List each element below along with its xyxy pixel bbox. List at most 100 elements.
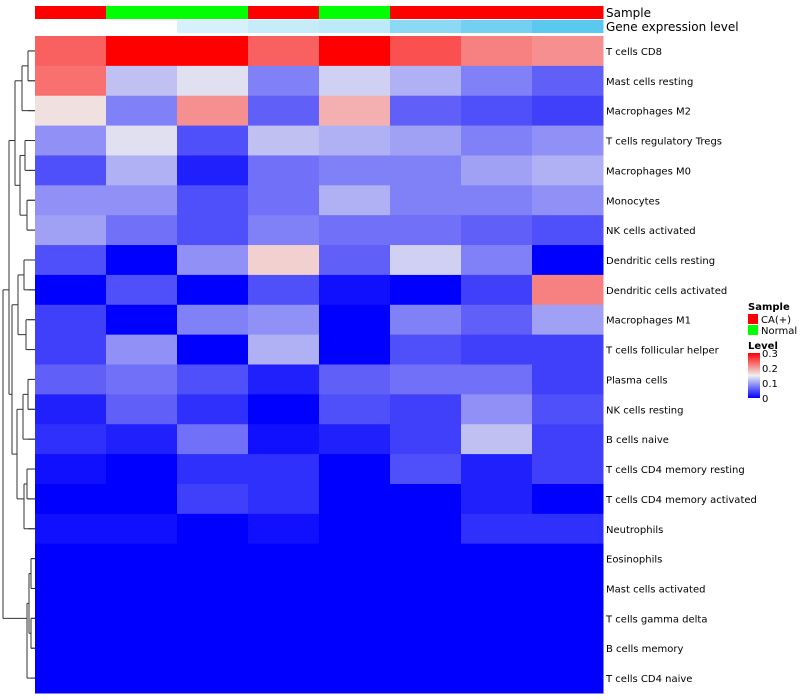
expression-annotation-cell	[319, 20, 391, 33]
heatmap-cell	[390, 633, 462, 663]
heatmap-cell	[319, 603, 391, 633]
heatmap-cell	[461, 275, 533, 305]
row-label: Monocytes	[606, 196, 660, 207]
heatmap-cell	[106, 454, 178, 484]
heatmap-cell	[461, 215, 533, 245]
heatmap-cell	[319, 514, 391, 544]
heatmap-cell	[390, 394, 462, 424]
heatmap-cell	[532, 335, 604, 365]
heatmap-cell	[461, 66, 533, 96]
heatmap-cell	[319, 66, 391, 96]
heatmap-cell	[35, 335, 107, 365]
heatmap-cell	[106, 126, 178, 156]
heatmap-cell	[106, 66, 178, 96]
heatmap-cell	[319, 275, 391, 305]
heatmap-cell	[177, 514, 249, 544]
heatmap-cell	[461, 514, 533, 544]
heatmap-cell	[248, 275, 320, 305]
heatmap-cell	[319, 185, 391, 215]
heatmap-cell	[106, 215, 178, 245]
heatmap-cell	[532, 245, 604, 275]
heatmap-cell	[319, 663, 391, 693]
heatmap-cell	[532, 603, 604, 633]
heatmap-cell	[248, 335, 320, 365]
heatmap-cell	[106, 663, 178, 693]
heatmap-cell	[461, 574, 533, 604]
row-dendrogram	[3, 51, 35, 678]
heatmap-cell	[177, 215, 249, 245]
heatmap-cell	[319, 633, 391, 663]
heatmap-cell	[461, 36, 533, 66]
heatmap-cell	[532, 484, 604, 514]
heatmap-cell	[106, 633, 178, 663]
legend-level-gradient	[748, 353, 760, 398]
heatmap-cell	[35, 394, 107, 424]
heatmap-cell	[532, 96, 604, 126]
row-labels: T cells CD8Mast cells restingMacrophages…	[605, 47, 757, 685]
heatmap-cell	[532, 365, 604, 395]
heatmap-cell	[177, 305, 249, 335]
heatmap-cell	[248, 603, 320, 633]
heatmap-cell	[35, 454, 107, 484]
heatmap-cell	[177, 96, 249, 126]
row-label: B cells memory	[606, 644, 683, 655]
heatmap-cell	[177, 36, 249, 66]
row-label: Dendritic cells activated	[606, 286, 727, 297]
heatmap-cell	[177, 185, 249, 215]
expression-annotation-cell	[390, 20, 462, 33]
heatmap-cell	[177, 66, 249, 96]
heatmap-cell	[248, 155, 320, 185]
heatmap-chart: Sample Gene expression level T cells CD8…	[0, 0, 800, 700]
heatmap-cell	[390, 574, 462, 604]
legend-sample-title: Sample	[748, 302, 790, 313]
heatmap-cell	[532, 66, 604, 96]
heatmap-cell	[532, 514, 604, 544]
heatmap-cell	[248, 574, 320, 604]
heatmap-cell	[532, 305, 604, 335]
heatmap-cell	[461, 185, 533, 215]
heatmap-cell	[106, 245, 178, 275]
heatmap-cell	[319, 454, 391, 484]
heatmap-cell	[106, 424, 178, 454]
heatmap-cell	[248, 185, 320, 215]
heatmap-cell	[106, 335, 178, 365]
heatmap-cell	[106, 185, 178, 215]
heatmap-cell	[106, 603, 178, 633]
heatmap-cell	[106, 544, 178, 574]
sample-annotation-cell	[461, 6, 533, 19]
heatmap-cell	[461, 155, 533, 185]
heatmap-cell	[390, 424, 462, 454]
heatmap-cell	[35, 36, 107, 66]
heatmap-cell	[248, 454, 320, 484]
row-label: Macrophages M1	[606, 316, 691, 327]
heatmap-cell	[106, 36, 178, 66]
heatmap-cell	[35, 96, 107, 126]
heatmap-cell	[248, 394, 320, 424]
heatmap-cell	[248, 514, 320, 544]
heatmap-cell	[319, 215, 391, 245]
legend-sample-swatch	[748, 325, 758, 335]
legend-level-tick: 0.3	[762, 349, 778, 360]
heatmap-cell	[177, 633, 249, 663]
heatmap-cell	[35, 245, 107, 275]
row-label: Macrophages M0	[606, 166, 691, 177]
heatmap-cell	[106, 514, 178, 544]
row-label: Neutrophils	[606, 525, 663, 536]
heatmap-cell	[106, 96, 178, 126]
heatmap-cell	[35, 365, 107, 395]
legend: Sample Level CA(+)Normal 0.3 0.2 0.1 0	[748, 302, 797, 405]
expression-annotation-cell	[248, 20, 320, 33]
heatmap-cell	[177, 275, 249, 305]
heatmap-cell	[177, 155, 249, 185]
heatmap-cell	[248, 96, 320, 126]
row-label: Macrophages M2	[606, 107, 691, 118]
heatmap-cell	[390, 185, 462, 215]
heatmap-cell	[319, 394, 391, 424]
heatmap-cell	[319, 305, 391, 335]
heatmap-cell	[248, 663, 320, 693]
heatmap-cell	[461, 245, 533, 275]
expression-annotation-cell	[461, 20, 533, 33]
heatmap-cell	[390, 335, 462, 365]
legend-level-tick: 0.2	[762, 364, 778, 375]
heatmap-cell	[35, 126, 107, 156]
